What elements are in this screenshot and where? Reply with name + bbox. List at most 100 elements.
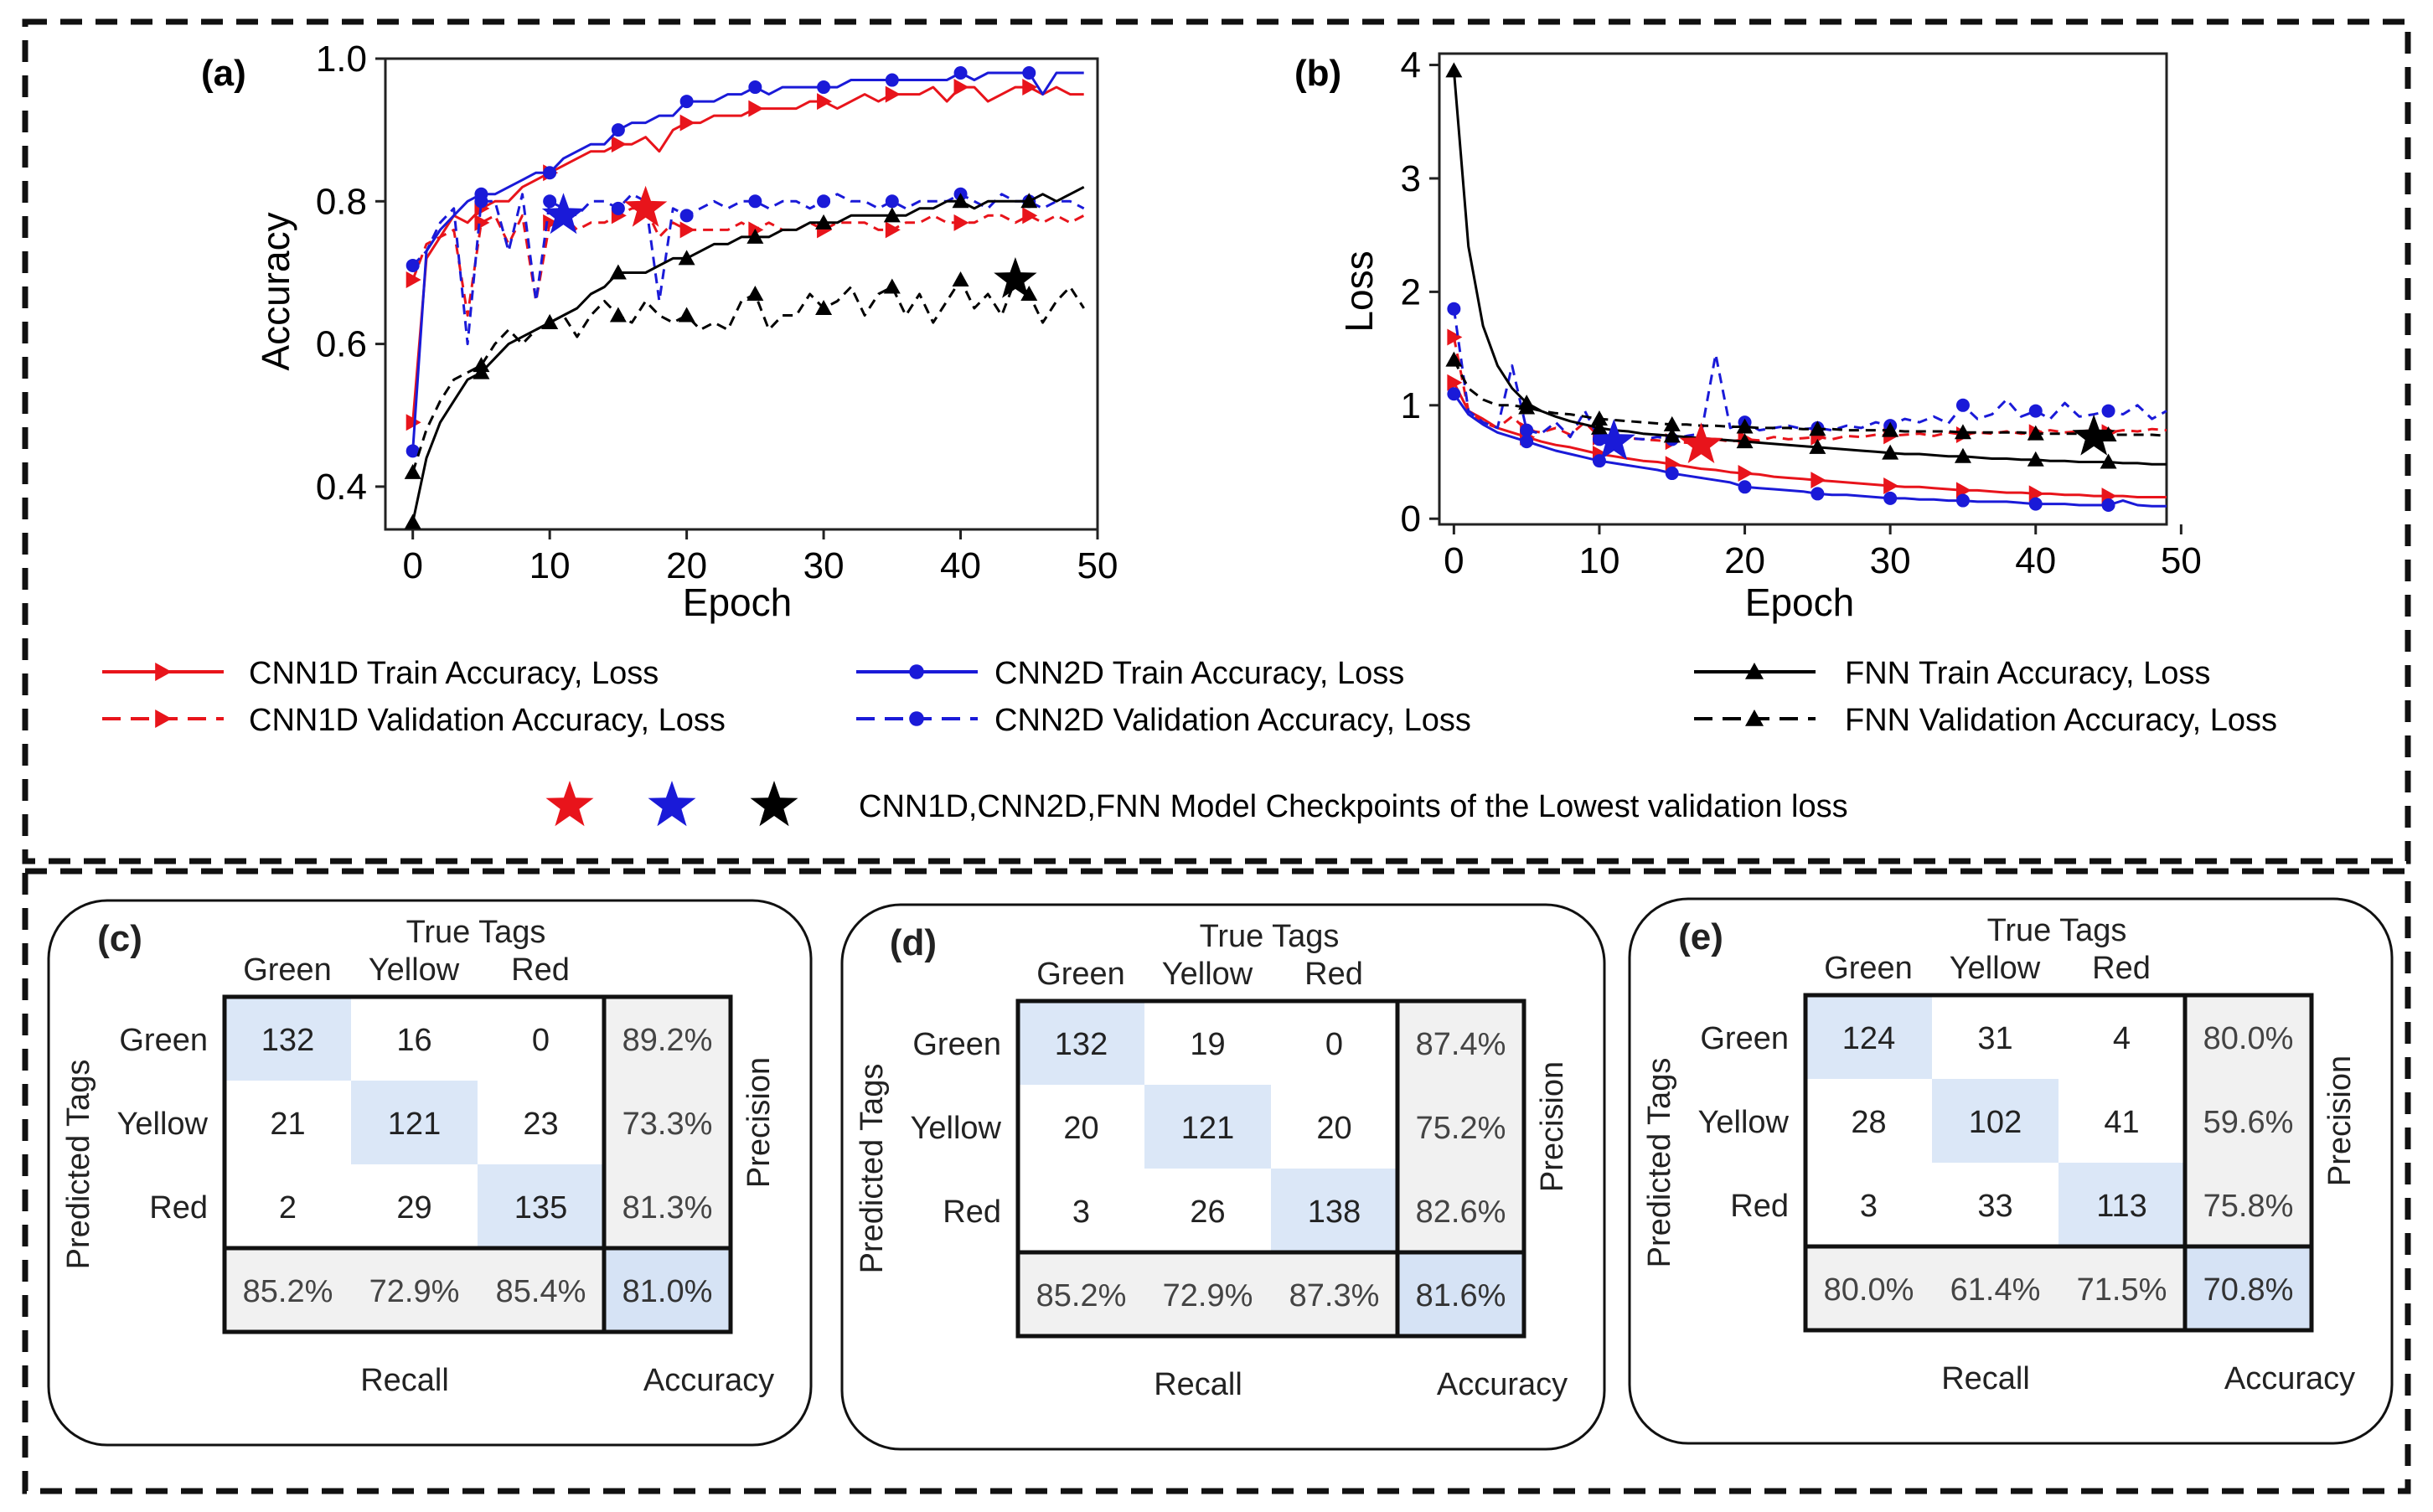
series-marker <box>883 207 901 223</box>
series-marker <box>1665 467 1679 481</box>
legend-line-sample <box>102 710 224 728</box>
series-marker <box>817 194 831 209</box>
matrix-cell-value: 124 <box>1842 1021 1895 1056</box>
x-tick-label: 20 <box>1724 540 1765 581</box>
series-marker <box>611 136 627 153</box>
recall-value: 71.5% <box>2077 1272 2167 1308</box>
legend: CNN1D Train Accuracy, Loss CNN1D Validat… <box>102 656 2277 827</box>
recall-row-bg <box>225 1248 604 1332</box>
matrix-cell-value: 16 <box>396 1023 431 1058</box>
row-class-label: Green <box>912 1027 1001 1062</box>
series-marker <box>609 307 627 323</box>
column-class-label: Red <box>2092 951 2151 986</box>
matrix-cell-value: 41 <box>2104 1105 2139 1140</box>
series-marker <box>748 80 762 95</box>
series-marker <box>885 194 899 209</box>
series-marker <box>953 66 968 80</box>
accuracy-value: 70.8% <box>2203 1272 2294 1308</box>
series-marker <box>1809 421 1826 436</box>
series-marker <box>1809 438 1826 454</box>
legend-entry-fnn-train: FNN Train Accuracy, Loss <box>1694 656 2210 691</box>
legend-label: FNN Validation Accuracy, Loss <box>1845 703 2277 738</box>
recall-value: 72.9% <box>1163 1278 1253 1313</box>
x-tick-label: 0 <box>402 545 422 586</box>
plot-frame <box>384 57 1099 531</box>
series-marker <box>611 201 625 215</box>
diagonal-cell <box>1271 1169 1397 1252</box>
diagonal-cell <box>225 997 351 1081</box>
legend-label: FNN Train Accuracy, Loss <box>1845 656 2210 691</box>
series-marker <box>953 79 969 96</box>
matrix-cell-value: 4 <box>2113 1021 2131 1056</box>
recall-header: Recall <box>360 1363 449 1398</box>
series-marker <box>2101 404 2115 418</box>
series-line <box>1453 393 2167 508</box>
legend-line-sample <box>1694 710 1816 726</box>
predicted-tags-header: Predicted Tags <box>61 1060 96 1270</box>
series-marker <box>1447 328 1463 346</box>
series-marker <box>2028 497 2043 511</box>
series-marker <box>1447 302 1461 316</box>
legend-marker <box>909 664 924 679</box>
legend-entry-fnn-val: FNN Validation Accuracy, Loss <box>1694 703 2277 738</box>
series-marker <box>746 228 764 244</box>
series-marker <box>1738 465 1754 482</box>
matrix-cell-value: 2 <box>279 1190 297 1226</box>
row-class-label: Yellow <box>1698 1105 1790 1140</box>
series-marker <box>1882 421 1899 437</box>
series-marker <box>1883 491 1898 505</box>
loss-plot: (b) 0 10 20 30 40 50 0 1 2 3 4 Epoch Loss <box>1294 45 2202 624</box>
legend-line-sample <box>1694 663 1816 679</box>
legend-star-icon <box>648 781 696 827</box>
diagonal-cell <box>2058 1163 2185 1246</box>
loss-xlabel: Epoch <box>1745 581 1854 624</box>
checkpoint-star-icon <box>2072 414 2115 456</box>
top-dashed-frame <box>22 18 2411 864</box>
confusion-matrix-cnn2d: (d) True Tags Green Yellow Red 132 19 0 20 121 20 3… <box>840 903 1606 1451</box>
matrix-panel-border <box>47 899 813 1447</box>
series-marker <box>1811 487 1825 501</box>
diagonal-cell <box>478 1164 604 1248</box>
matrix-cell-value: 21 <box>270 1107 305 1142</box>
recall-value: 85.4% <box>496 1274 586 1309</box>
column-class-label: Red <box>511 952 570 988</box>
row-class-label: Green <box>119 1023 208 1058</box>
true-tags-header: True Tags <box>1987 913 2127 948</box>
series-marker <box>1445 62 1463 78</box>
matrix-cell-value: 3 <box>1860 1189 1878 1224</box>
legend-marker <box>909 711 924 726</box>
accuracy-plot: (a) 0 10 20 30 40 50 0.4 0.6 0.8 1.0 Epoch Accura… <box>201 39 1118 624</box>
series-line <box>1453 359 2167 437</box>
series-line <box>411 85 1084 423</box>
precision-header: Precision <box>741 1057 777 1188</box>
accuracy-ylabel: Accuracy <box>254 212 297 370</box>
series-marker <box>1590 419 1608 435</box>
series-line <box>1453 382 2167 498</box>
accuracy-value: 81.0% <box>622 1274 713 1309</box>
series-marker <box>679 209 694 223</box>
matrix-cell-value: 23 <box>523 1107 558 1142</box>
recall-value: 61.4% <box>1950 1272 2041 1308</box>
series-marker <box>406 271 421 288</box>
legend-star-icon <box>750 781 798 827</box>
row-class-label: Green <box>1700 1021 1789 1056</box>
series-marker <box>815 300 833 316</box>
series-marker <box>474 214 490 231</box>
checkpoint-label: CNN1D,CNN2D,FNN Model Checkpoints of the… <box>859 789 1848 824</box>
legend-label: CNN2D Train Accuracy, Loss <box>994 656 1404 691</box>
accuracy-header: Accuracy <box>1437 1367 1568 1402</box>
series-marker <box>1883 477 1899 494</box>
series-line <box>411 185 1085 523</box>
panel-label-b: (b) <box>1294 53 1341 94</box>
recall-value: 87.3% <box>1289 1278 1380 1313</box>
diagonal-cell <box>351 1081 478 1164</box>
column-class-label: Green <box>1824 951 1913 986</box>
series-marker <box>2100 453 2117 469</box>
series-marker <box>885 85 901 103</box>
legend-marker <box>1745 710 1764 726</box>
y-tick-label: 3 <box>1401 158 1421 199</box>
x-tick-label: 30 <box>803 545 845 586</box>
matrix-cell-value: 3 <box>1072 1195 1090 1230</box>
column-class-label: Green <box>1036 957 1125 992</box>
series-marker <box>678 307 695 323</box>
